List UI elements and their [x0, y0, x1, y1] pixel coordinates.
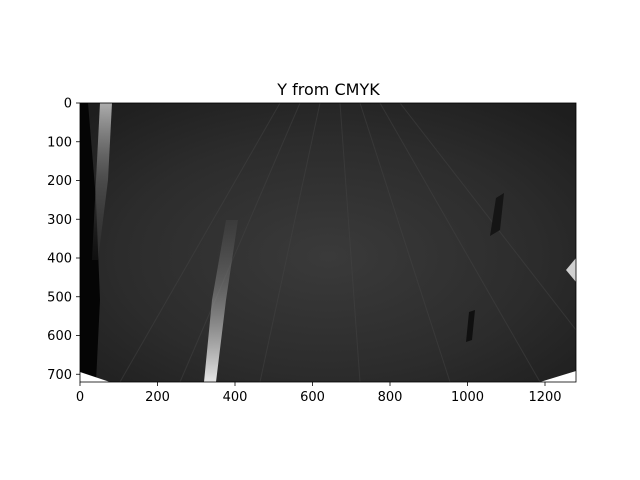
y-tick-label: 500: [47, 290, 72, 305]
dark-mark-upper: [490, 193, 504, 236]
x-tick-label: 0: [76, 390, 84, 405]
y-tick-label: 100: [47, 135, 72, 150]
image-plot: [80, 103, 576, 382]
y-tick-label: 700: [47, 368, 72, 383]
x-tick-label: 800: [378, 390, 403, 405]
bottom-right-warp: [540, 371, 576, 382]
bottom-left-warp: [80, 372, 110, 382]
image-left-dark-edge: [80, 103, 100, 382]
x-tick-label: 600: [300, 390, 325, 405]
y-axis: 0 100 200 300 400 500 600 700: [47, 97, 80, 383]
image-background: [80, 103, 576, 382]
x-axis: 0 200 400 600 800 1000 1200: [76, 382, 562, 405]
center-lane-line: [204, 220, 238, 382]
x-tick-label: 200: [145, 390, 170, 405]
y-tick-label: 600: [47, 329, 72, 344]
road-texture: [119, 103, 576, 382]
y-tick-label: 300: [47, 213, 72, 228]
x-tick-label: 1000: [451, 390, 484, 405]
y-tick-label: 0: [64, 97, 72, 112]
y-tick-label: 400: [47, 252, 72, 267]
left-lane-line: [92, 103, 112, 260]
right-edge-highlight: [566, 258, 576, 282]
dark-mark-lower: [466, 310, 475, 342]
axes-frame: [79, 102, 577, 383]
x-tick-label: 400: [223, 390, 248, 405]
x-tick-label: 1200: [528, 390, 561, 405]
y-tick-label: 200: [47, 174, 72, 189]
figure-title: Y from CMYK: [276, 80, 380, 99]
